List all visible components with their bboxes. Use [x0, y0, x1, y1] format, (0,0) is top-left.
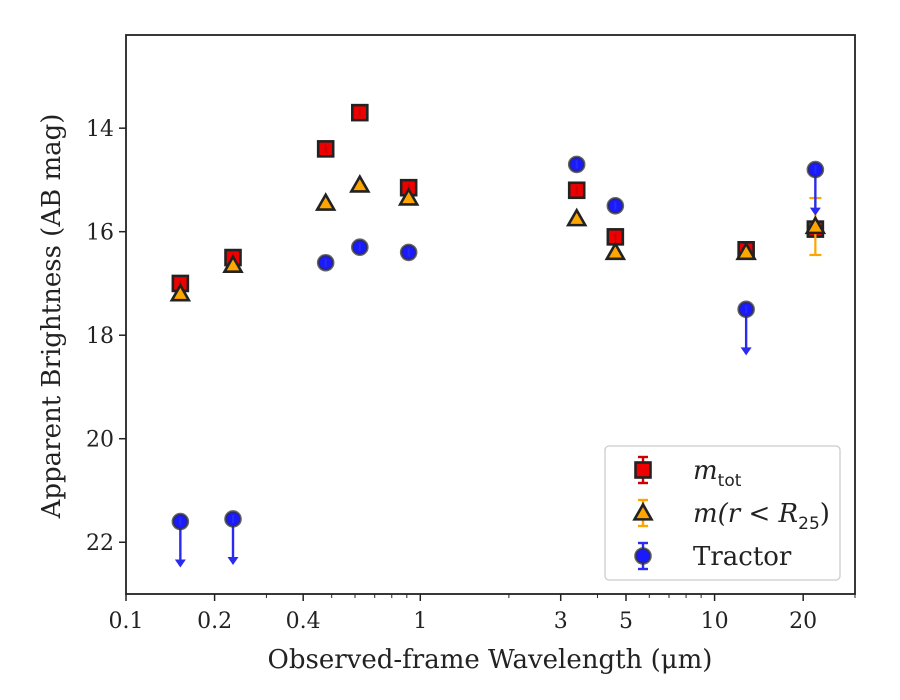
plot-frame: [125, 34, 856, 595]
series-tractor: [171, 155, 825, 568]
y-tick-label: 14: [86, 117, 114, 142]
x-tick-label: 0.1: [109, 609, 144, 634]
legend: mtot m(r < R25) Tractor: [604, 445, 841, 581]
series-mtot: [171, 103, 825, 293]
series-mr25: [169, 173, 827, 302]
legend-label-sub: 25: [798, 514, 820, 534]
legend-label-main: m(r < R: [693, 499, 798, 529]
y-tick-label: 16: [86, 221, 114, 246]
y-tick-label: 20: [86, 428, 114, 453]
upper-limit-arrowhead: [740, 347, 752, 356]
y-tick-label: 22: [86, 531, 114, 556]
upper-limit-arrowhead: [174, 559, 186, 568]
upper-limit-arrowhead: [227, 556, 239, 565]
x-tick-label: 0.2: [197, 609, 232, 634]
legend-marker-mr25: [632, 501, 654, 521]
legend-marker-tractor: [634, 547, 652, 565]
x-tick-label: 1: [413, 609, 427, 634]
legend-entry-mr25: m(r < R25): [632, 498, 830, 534]
legend-label-tail: ): [820, 499, 830, 529]
x-tick-label: 3: [554, 609, 568, 634]
x-tick-label: 5: [619, 609, 633, 634]
y-tick-label: 18: [86, 324, 114, 349]
x-tick-label: 0.4: [286, 609, 321, 634]
x-axis-label: Observed-frame Wavelength (μm): [268, 645, 713, 675]
legend-label-mr25: m(r < R25): [693, 499, 830, 534]
y-axis-label: Apparent Brightness (AB mag): [37, 114, 67, 520]
legend-label-main: m: [693, 456, 718, 486]
upper-limit-arrowhead: [809, 207, 821, 216]
legend-label-tractor: Tractor: [693, 542, 792, 572]
x-tick-label: 20: [789, 609, 817, 634]
y-axis: 14 16 18 20 22: [86, 117, 126, 556]
legend-label-mtot: mtot: [693, 456, 742, 491]
legend-marker-mtot: [634, 461, 652, 479]
plot-area: [125, 34, 856, 595]
x-tick-label: 10: [701, 609, 729, 634]
legend-entry-mtot: mtot: [634, 455, 742, 491]
legend-label-sub: tot: [718, 471, 742, 491]
legend-box: [604, 445, 841, 581]
x-axis: 0.1 0.2 0.4 1 3 5 10 20: [109, 594, 856, 634]
legend-entry-tractor: Tractor: [634, 541, 792, 572]
